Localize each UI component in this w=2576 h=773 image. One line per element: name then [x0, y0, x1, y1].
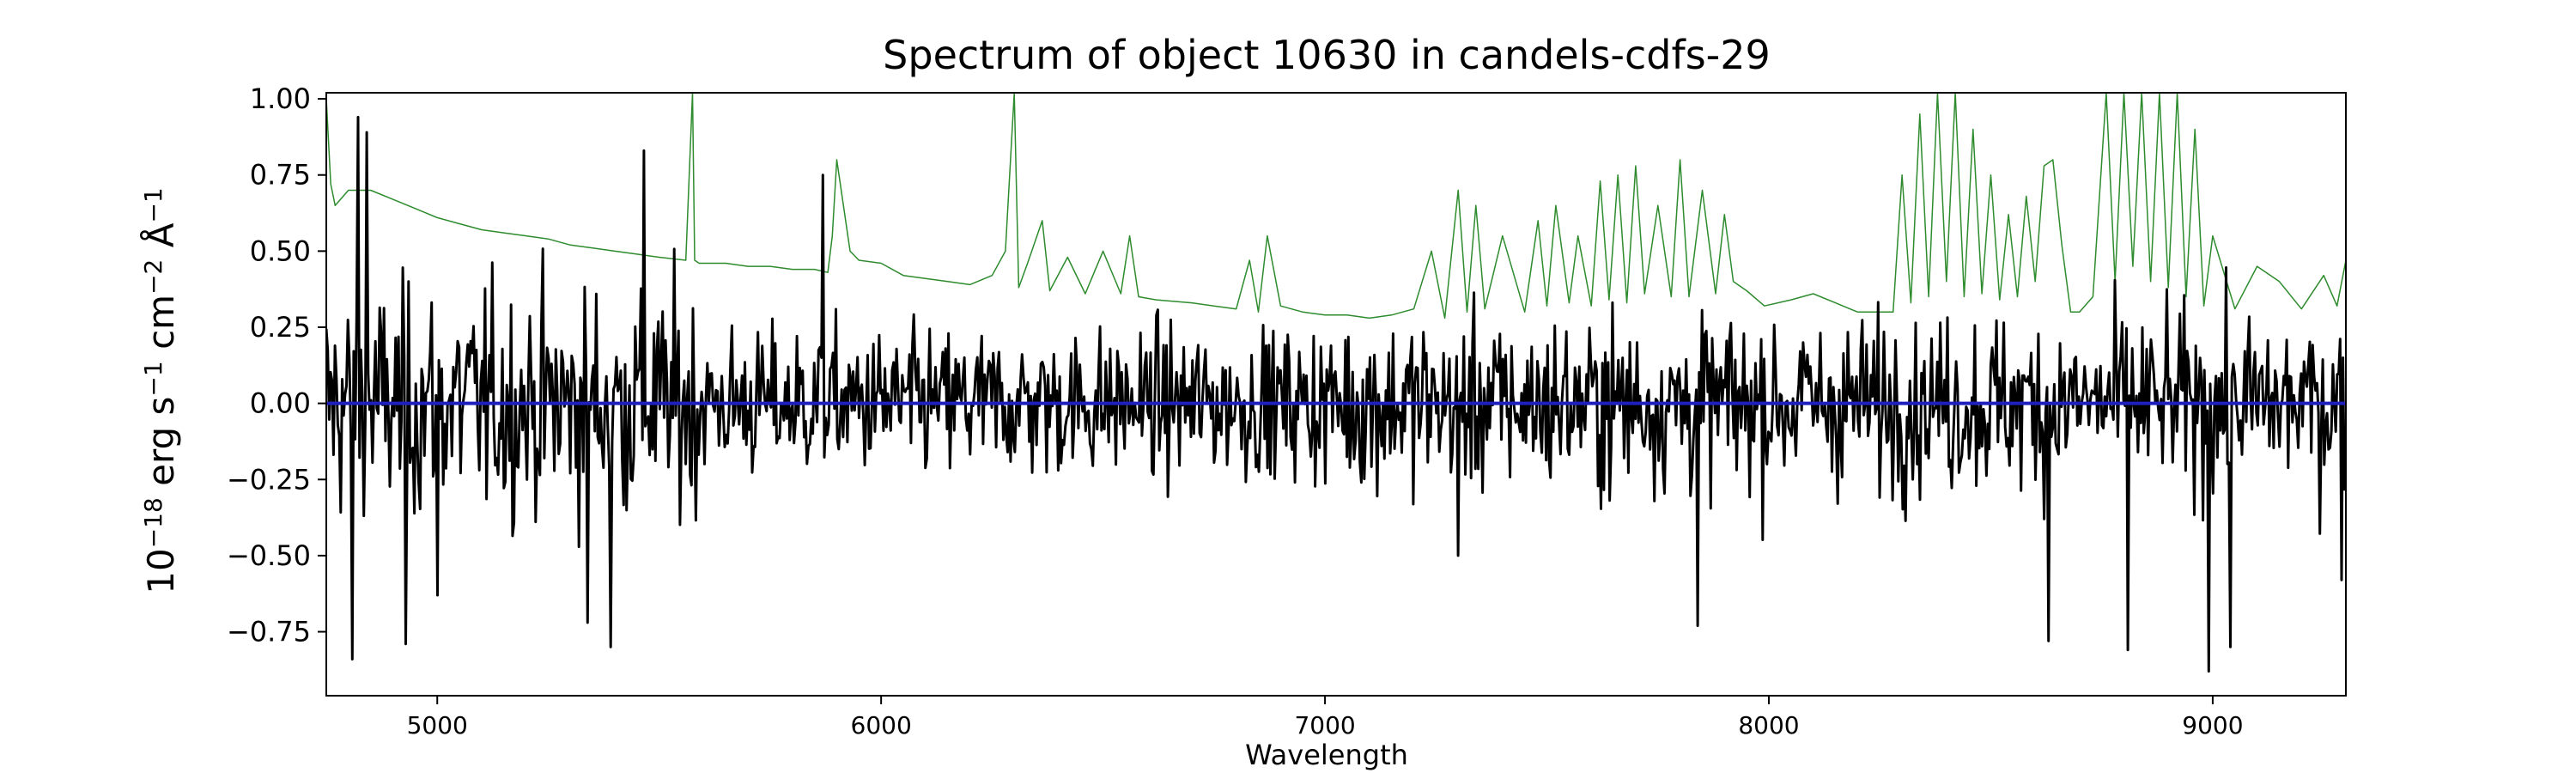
- x-axis-label: Wavelength: [1245, 739, 1408, 771]
- y-label-exp-3: −1: [139, 187, 167, 222]
- y-label-exp: −18: [139, 497, 167, 548]
- y-tick-label: 0.75: [250, 159, 311, 192]
- y-label-rest-3: Å: [139, 222, 182, 259]
- sky-background-line: [326, 93, 2346, 320]
- plot-area: [325, 92, 2347, 697]
- chart-title: Spectrum of object 10630 in candels-cdfs…: [883, 32, 1771, 78]
- y-axis-label: 10−18 erg s−1 cm−2 Å−1: [139, 187, 182, 593]
- x-tick-label: 8000: [1738, 711, 1799, 740]
- x-tick-label: 6000: [851, 711, 912, 740]
- x-axis-ticks: 5000 6000 7000 8000 9000: [407, 696, 2244, 740]
- y-label-base: 10: [140, 548, 182, 593]
- y-tick-label: −0.50: [227, 539, 311, 572]
- plot-frame: [325, 92, 2347, 697]
- y-label-exp-2: −2: [139, 259, 167, 295]
- y-tick-label: 0.00: [250, 387, 311, 420]
- x-tick-label: 7000: [1294, 711, 1355, 740]
- series-layer: [326, 93, 2346, 673]
- y-axis-ticks: −0.75 −0.50 −0.25 0.00 0.25 0.50 0.75 1.00: [227, 82, 326, 648]
- y-label-exp-1: −1: [139, 361, 167, 396]
- x-tick-label: 5000: [407, 711, 468, 740]
- y-tick-label: −0.75: [227, 616, 311, 648]
- y-tick-label: −0.25: [227, 463, 311, 496]
- y-tick-label: 1.00: [250, 82, 311, 115]
- y-label-rest-2: cm: [140, 295, 182, 361]
- x-tick-label: 9000: [2182, 711, 2243, 740]
- y-tick-label: 0.50: [250, 234, 311, 267]
- y-label-rest-1: erg s: [140, 397, 182, 498]
- flux-line: [326, 115, 2346, 673]
- y-tick-label: 0.25: [250, 311, 311, 344]
